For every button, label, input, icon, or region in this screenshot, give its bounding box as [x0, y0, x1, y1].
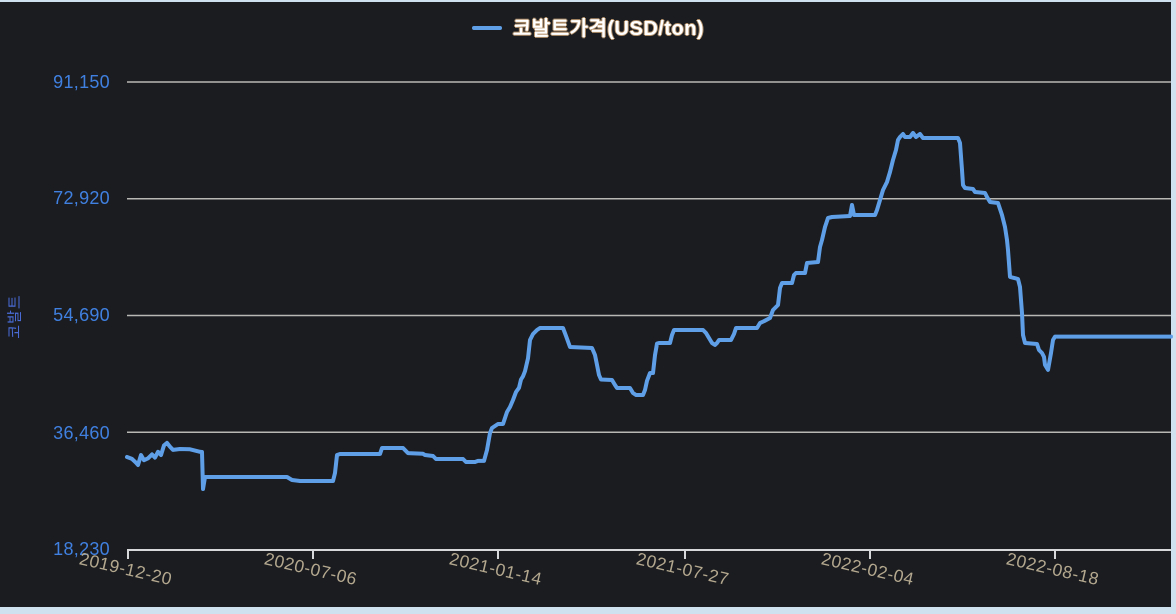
legend-line-marker [471, 25, 502, 30]
legend[interactable]: 코발트가격(USD/ton) [0, 12, 1176, 41]
legend-series-label: 코발트가격(USD/ton) [512, 18, 705, 40]
price-series-line [125, 131, 1173, 491]
y-tick-label: 91,150 [53, 72, 110, 92]
y-tick-label: 72,920 [53, 188, 110, 208]
y-tick-label: 54,690 [53, 305, 110, 325]
y-tick-label: 18,230 [53, 539, 110, 559]
y-tick-label: 36,460 [53, 423, 110, 443]
